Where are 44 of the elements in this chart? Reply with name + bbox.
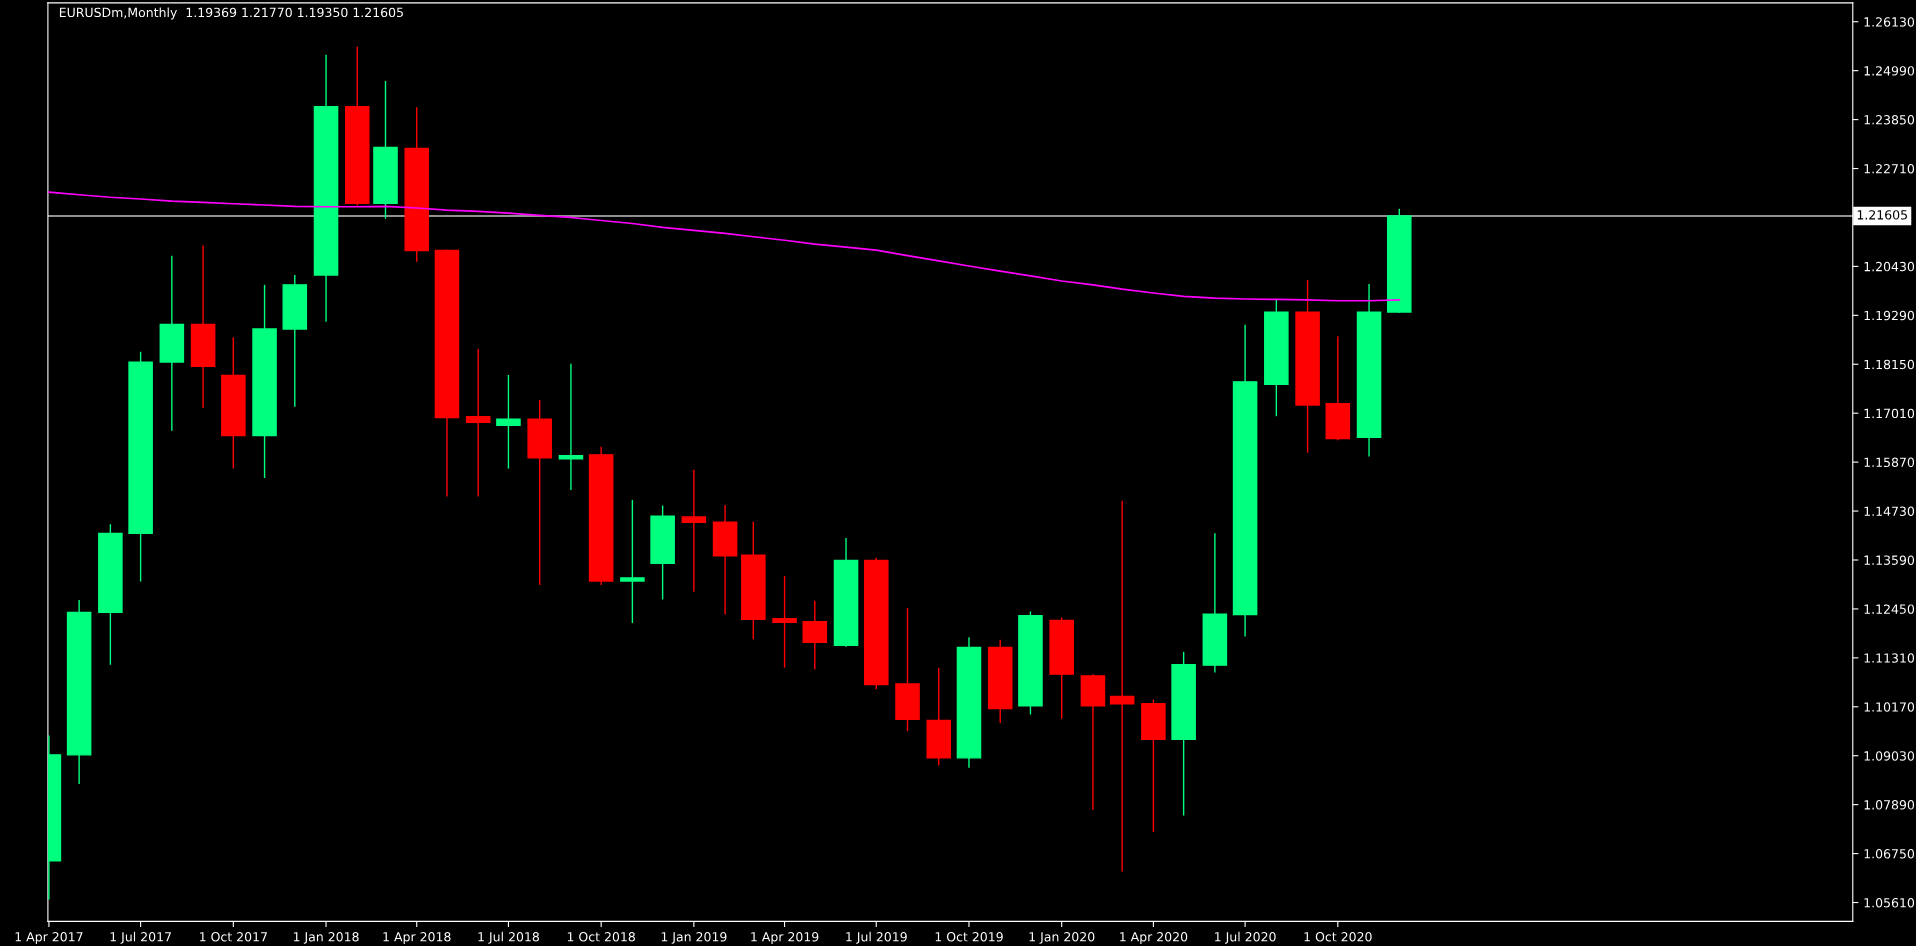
- candlestick: [620, 499, 645, 624]
- x-tick-label: 1 Jan 2020: [1029, 932, 1095, 944]
- x-tick-label: 1 Jan 2019: [661, 932, 727, 944]
- x-tick-label: 1 Jul 2017: [110, 931, 171, 944]
- x-tick-label: 1 Apr 2019: [751, 932, 819, 944]
- x-tick-label: 1 Apr 2018: [383, 932, 451, 944]
- line-series: [48, 191, 1401, 302]
- x-tick-label: 1 Oct 2017: [200, 932, 267, 942]
- y-tick-label: 1.07890: [1864, 800, 1915, 810]
- x-tick-label: 1 Jan 2018: [293, 932, 359, 944]
- x-tick-label: 1 Oct 2018: [567, 932, 635, 942]
- chart-title: EURUSDm,Monthly 1.19369 1.21770 1.19350 1.21605: [59, 7, 403, 20]
- candlestick: [465, 348, 491, 498]
- x-tick-label: 1 Oct 2019: [935, 932, 1003, 942]
- x-tick-label: 1 Jul 2019: [846, 931, 907, 944]
- x-tick-label: 1 Apr 2020: [1120, 932, 1188, 944]
- x-tick-label: 1 Apr 2017: [15, 932, 83, 944]
- y-tick-label: 1.14730: [1864, 506, 1915, 516]
- y-tick-label: 1.22710: [1864, 163, 1915, 174]
- y-tick-label: 1.20430: [1864, 261, 1915, 272]
- x-tick-label: 1 Oct 2020: [1304, 932, 1372, 942]
- candlestick: [681, 469, 707, 593]
- y-tick-label: 1.18150: [1864, 359, 1915, 370]
- y-tick-label: 1.13590: [1864, 555, 1915, 565]
- y-tick-label: 1.24990: [1864, 66, 1915, 76]
- y-tick-label: 1.15870: [1864, 457, 1915, 468]
- y-tick-label: 1.09030: [1864, 751, 1915, 761]
- y-tick-label: 1.17010: [1864, 408, 1915, 419]
- y-tick-label: 1.11310: [1864, 653, 1915, 663]
- y-tick-label: 1.10170: [1864, 702, 1915, 712]
- candlestick: [1109, 500, 1135, 873]
- x-tick-label: 1 Jul 2018: [478, 931, 539, 944]
- y-tick-label: 1.23850: [1864, 115, 1915, 125]
- y-tick-label: 1.26130: [1864, 17, 1915, 27]
- candlestick: [772, 575, 797, 669]
- candlestick: [496, 374, 521, 470]
- y-tick-label: 1.06750: [1864, 849, 1915, 859]
- x-tick-label: 1 Jul 2020: [1215, 931, 1276, 944]
- candlestick: [802, 600, 828, 671]
- y-tick-label: 1.12450: [1864, 604, 1915, 614]
- y-tick-label: 1.05610: [1864, 897, 1915, 908]
- ref-line-label: 1.21605: [1857, 210, 1907, 220]
- y-tick-label: 1.19290: [1864, 310, 1915, 321]
- candlestick: [558, 363, 584, 491]
